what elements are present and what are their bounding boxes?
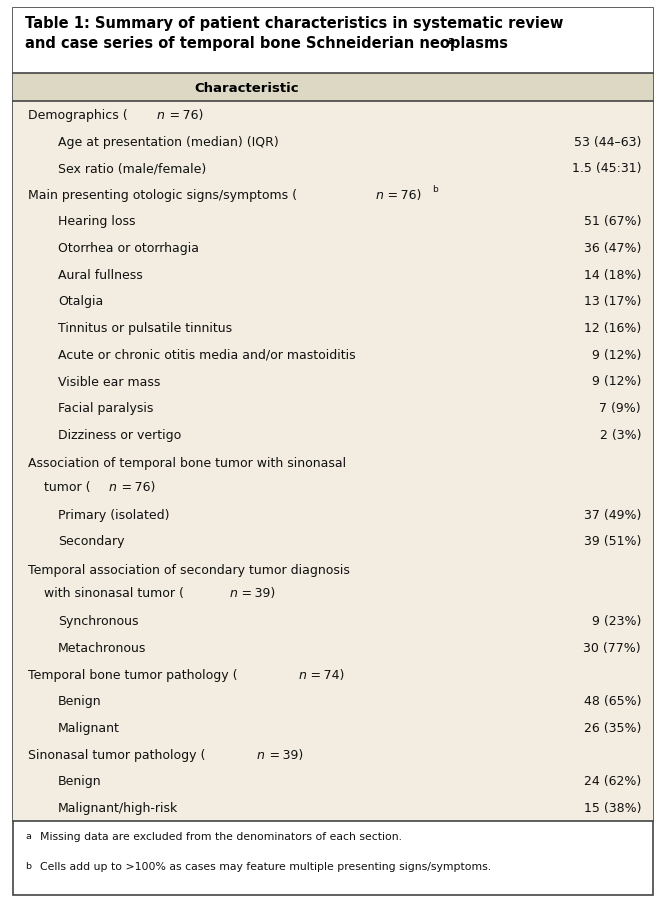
Text: 53 (44–63): 53 (44–63) [573, 135, 641, 148]
Text: 36 (47%): 36 (47%) [583, 242, 641, 255]
Text: Otalgia: Otalgia [58, 295, 103, 308]
Text: = 74): = 74) [308, 668, 345, 681]
Text: Missing data are excluded from the denominators of each section.: Missing data are excluded from the denom… [40, 831, 402, 841]
Text: 13 (17%): 13 (17%) [583, 295, 641, 308]
Text: Acute or chronic otitis media and/or mastoiditis: Acute or chronic otitis media and/or mas… [58, 349, 356, 361]
Text: Benign: Benign [58, 775, 102, 787]
Text: n: n [229, 587, 237, 600]
Text: 51 (67%): 51 (67%) [583, 215, 641, 228]
Text: Table 1: Summary of patient characteristics in systematic review: Table 1: Summary of patient characterist… [25, 16, 563, 31]
Bar [13, 74, 653, 102]
Text: 26 (35%): 26 (35%) [583, 721, 641, 734]
Text: Tinnitus or pulsatile tinnitus: Tinnitus or pulsatile tinnitus [58, 321, 232, 335]
Text: = 76): = 76) [166, 108, 203, 122]
Text: 7 (9%): 7 (9%) [599, 402, 641, 414]
Text: Age at presentation (median) (IQR): Age at presentation (median) (IQR) [58, 135, 279, 148]
Text: n: n [257, 748, 265, 761]
Text: Main presenting otologic signs/symptoms (: Main presenting otologic signs/symptoms … [28, 189, 297, 201]
Text: 2 (3%): 2 (3%) [599, 428, 641, 442]
Text: n: n [298, 668, 306, 681]
Text: Synchronous: Synchronous [58, 615, 139, 628]
Text: Temporal bone tumor pathology (: Temporal bone tumor pathology ( [28, 668, 238, 681]
Text: Facial paralysis: Facial paralysis [58, 402, 153, 414]
Text: Association of temporal bone tumor with sinonasal: Association of temporal bone tumor with … [28, 457, 346, 470]
Text: Characteristic: Characteristic [194, 81, 299, 95]
Text: with sinonasal tumor (: with sinonasal tumor ( [28, 587, 184, 600]
Bar [13, 9, 653, 74]
Text: Metachronous: Metachronous [58, 641, 147, 655]
Text: 39 (51%): 39 (51%) [583, 535, 641, 548]
Text: Cells add up to >100% as cases may feature multiple presenting signs/symptoms.: Cells add up to >100% as cases may featu… [40, 861, 491, 871]
Text: Visible ear mass: Visible ear mass [58, 375, 161, 388]
Text: 48 (65%): 48 (65%) [583, 694, 641, 708]
Text: and case series of temporal bone Schneiderian neoplasms: and case series of temporal bone Schneid… [25, 36, 508, 51]
Text: a: a [25, 831, 31, 840]
Text: 14 (18%): 14 (18%) [583, 268, 641, 282]
Text: 37 (49%): 37 (49%) [583, 508, 641, 521]
Text: Hearing loss: Hearing loss [58, 215, 135, 228]
Text: = 76): = 76) [119, 480, 155, 493]
Text: Aural fullness: Aural fullness [58, 268, 143, 282]
Text: b: b [432, 185, 438, 194]
Text: = 39): = 39) [267, 748, 303, 761]
Text: = 76): = 76) [385, 189, 422, 201]
Text: Temporal association of secondary tumor diagnosis: Temporal association of secondary tumor … [28, 563, 350, 576]
Text: 30 (77%): 30 (77%) [583, 641, 641, 655]
Text: Benign: Benign [58, 694, 102, 708]
Text: n: n [157, 108, 165, 122]
Text: Malignant/high-risk: Malignant/high-risk [58, 801, 178, 815]
Text: = 39): = 39) [239, 587, 276, 600]
Text: Sex ratio (male/female): Sex ratio (male/female) [58, 162, 206, 175]
Bar [13, 102, 653, 821]
Text: 24 (62%): 24 (62%) [584, 775, 641, 787]
Text: 15 (38%): 15 (38%) [583, 801, 641, 815]
Text: 12 (16%): 12 (16%) [584, 321, 641, 335]
Text: n: n [375, 189, 383, 201]
Text: 1.5 (45:31): 1.5 (45:31) [571, 162, 641, 175]
Text: b: b [25, 861, 31, 870]
Text: 9 (12%): 9 (12%) [591, 375, 641, 388]
Text: Demographics (: Demographics ( [28, 108, 128, 122]
Text: a: a [447, 36, 454, 46]
Text: Sinonasal tumor pathology (: Sinonasal tumor pathology ( [28, 748, 205, 761]
Text: Otorrhea or otorrhagia: Otorrhea or otorrhagia [58, 242, 199, 255]
Text: Dizziness or vertigo: Dizziness or vertigo [58, 428, 181, 442]
Text: Primary (isolated): Primary (isolated) [58, 508, 170, 521]
Text: Malignant: Malignant [58, 721, 120, 734]
Text: 9 (23%): 9 (23%) [591, 615, 641, 628]
Text: 9 (12%): 9 (12%) [591, 349, 641, 361]
Text: tumor (: tumor ( [28, 480, 91, 493]
Text: Secondary: Secondary [58, 535, 125, 548]
Text: n: n [109, 480, 117, 493]
